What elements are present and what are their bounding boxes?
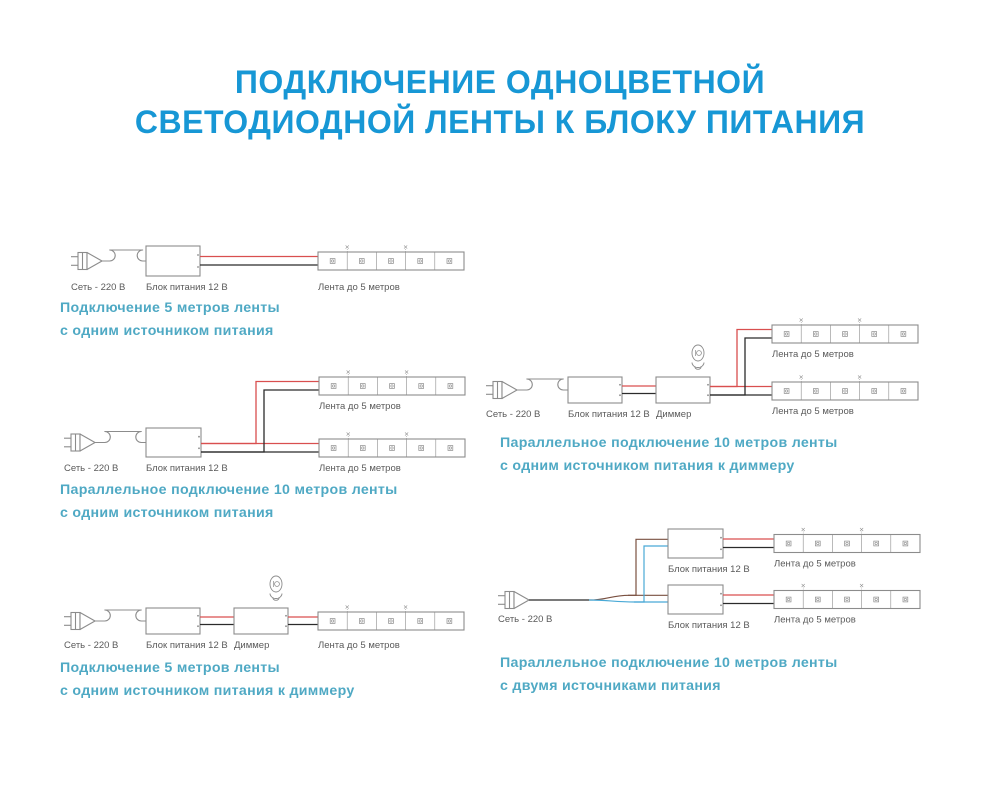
svg-text:Лента до 5 метров: Лента до 5 метров bbox=[774, 615, 856, 626]
svg-text:Параллельное подключение 10 ме: Параллельное подключение 10 метров ленты bbox=[60, 482, 398, 498]
svg-text:Лента до 5 метров: Лента до 5 метров bbox=[318, 640, 400, 651]
svg-text:Лента до 5 метров: Лента до 5 метров bbox=[319, 463, 401, 474]
svg-text:с одним источником питания к д: с одним источником питания к диммеру bbox=[500, 458, 795, 474]
svg-text:Блок питания 12 В: Блок питания 12 В bbox=[668, 564, 750, 575]
svg-text:Диммер: Диммер bbox=[656, 409, 691, 420]
svg-text:с двумя источниками питания: с двумя источниками питания bbox=[500, 678, 721, 694]
svg-text:Блок питания 12 В: Блок питания 12 В bbox=[146, 640, 228, 651]
svg-text:Блок питания 12 В: Блок питания 12 В bbox=[146, 282, 228, 293]
svg-text:Лента до 5 метров: Лента до 5 метров bbox=[318, 282, 400, 293]
svg-text:Параллельное подключение 10 ме: Параллельное подключение 10 метров ленты bbox=[500, 435, 838, 451]
svg-text:Сеть - 220 В: Сеть - 220 В bbox=[486, 409, 540, 420]
svg-text:Лента до 5 метров: Лента до 5 метров bbox=[772, 406, 854, 417]
svg-text:Сеть - 220 В: Сеть - 220 В bbox=[64, 463, 118, 474]
svg-text:Лента до 5 метров: Лента до 5 метров bbox=[774, 559, 856, 570]
svg-text:Диммер: Диммер bbox=[234, 640, 269, 651]
svg-text:Сеть - 220 В: Сеть - 220 В bbox=[71, 282, 125, 293]
svg-text:Блок питания 12 В: Блок питания 12 В bbox=[568, 409, 650, 420]
svg-text:Параллельное подключение 10 ме: Параллельное подключение 10 метров ленты bbox=[500, 655, 838, 671]
svg-text:с одним источником питания к д: с одним источником питания к диммеру bbox=[60, 683, 355, 699]
svg-text:Сеть - 220 В: Сеть - 220 В bbox=[498, 614, 552, 625]
svg-text:Подключение 5 метров ленты: Подключение 5 метров ленты bbox=[60, 300, 280, 316]
svg-text:с одним источником питания: с одним источником питания bbox=[60, 505, 274, 521]
svg-text:Блок питания 12 В: Блок питания 12 В bbox=[668, 620, 750, 631]
svg-text:Лента до 5 метров: Лента до 5 метров bbox=[319, 401, 401, 412]
svg-text:с одним источником питания: с одним источником питания bbox=[60, 323, 274, 339]
svg-text:Подключение 5 метров ленты: Подключение 5 метров ленты bbox=[60, 660, 280, 676]
svg-text:Блок питания 12 В: Блок питания 12 В bbox=[146, 463, 228, 474]
svg-text:Лента до 5 метров: Лента до 5 метров bbox=[772, 349, 854, 360]
svg-text:Сеть - 220 В: Сеть - 220 В bbox=[64, 640, 118, 651]
